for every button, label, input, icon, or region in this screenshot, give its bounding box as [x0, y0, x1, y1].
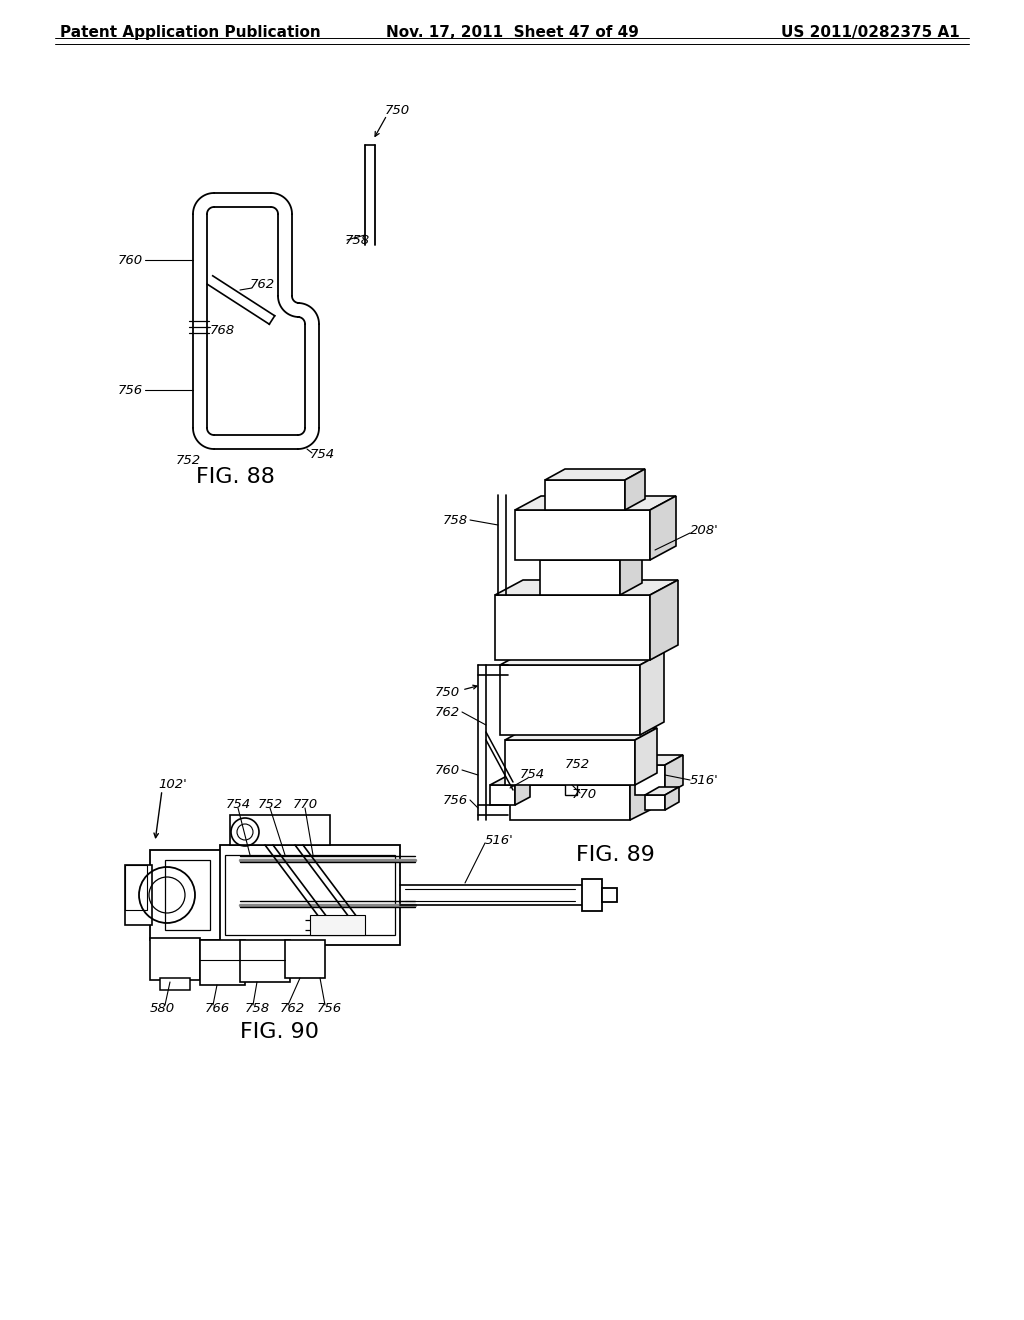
Polygon shape: [505, 729, 657, 741]
Text: 762: 762: [280, 1002, 305, 1015]
Polygon shape: [515, 510, 650, 560]
Text: 752: 752: [257, 799, 283, 812]
Polygon shape: [635, 755, 683, 766]
Polygon shape: [510, 775, 650, 785]
Bar: [582, 879, 602, 911]
Text: 756: 756: [317, 1002, 342, 1015]
Polygon shape: [500, 652, 664, 665]
Text: 516': 516': [690, 774, 719, 787]
Bar: [565, 775, 577, 795]
Polygon shape: [495, 579, 678, 595]
Text: US 2011/0282375 A1: US 2011/0282375 A1: [781, 25, 961, 40]
Polygon shape: [510, 785, 630, 820]
Polygon shape: [545, 469, 645, 480]
Text: 756: 756: [118, 384, 143, 396]
Text: 766: 766: [205, 1002, 230, 1015]
Polygon shape: [645, 795, 665, 810]
Text: 760: 760: [435, 763, 460, 776]
Polygon shape: [620, 548, 642, 595]
Text: 754: 754: [225, 799, 251, 812]
Text: 756: 756: [442, 793, 468, 807]
Polygon shape: [500, 665, 640, 735]
Polygon shape: [540, 548, 642, 560]
Text: 516': 516': [485, 833, 514, 846]
Polygon shape: [625, 469, 645, 510]
Bar: [220, 845, 400, 945]
Text: 758: 758: [345, 234, 370, 247]
Text: 760: 760: [118, 253, 143, 267]
Bar: [285, 940, 325, 978]
Polygon shape: [515, 496, 676, 510]
Text: 754: 754: [310, 449, 335, 462]
Polygon shape: [540, 560, 620, 595]
Bar: [310, 915, 365, 935]
Polygon shape: [650, 579, 678, 660]
Text: 580: 580: [150, 1002, 175, 1015]
Text: 752: 752: [175, 454, 201, 466]
Polygon shape: [495, 595, 650, 660]
Polygon shape: [490, 777, 530, 785]
Text: Patent Application Publication: Patent Application Publication: [60, 25, 321, 40]
Text: 762: 762: [250, 279, 275, 292]
Bar: [125, 865, 152, 925]
Bar: [125, 865, 147, 909]
Polygon shape: [490, 785, 515, 805]
Text: FIG. 89: FIG. 89: [575, 845, 654, 865]
Bar: [225, 855, 395, 935]
Text: 770: 770: [572, 788, 597, 801]
Polygon shape: [545, 480, 625, 510]
Text: 762: 762: [435, 705, 460, 718]
Text: 750: 750: [385, 103, 411, 116]
Polygon shape: [665, 787, 679, 810]
Polygon shape: [515, 777, 530, 805]
Bar: [240, 940, 290, 982]
Text: FIG. 90: FIG. 90: [241, 1022, 319, 1041]
Text: 754: 754: [520, 768, 545, 781]
Bar: [602, 888, 617, 902]
Bar: [165, 861, 210, 931]
Text: 102': 102': [158, 779, 186, 792]
Polygon shape: [635, 766, 665, 795]
Text: 758: 758: [245, 1002, 270, 1015]
Text: 768: 768: [210, 323, 236, 337]
Text: 750: 750: [435, 685, 460, 698]
Polygon shape: [645, 787, 679, 795]
Polygon shape: [650, 496, 676, 560]
Text: Nov. 17, 2011  Sheet 47 of 49: Nov. 17, 2011 Sheet 47 of 49: [386, 25, 638, 40]
Bar: [160, 978, 190, 990]
Polygon shape: [640, 652, 664, 735]
Bar: [150, 850, 225, 940]
Bar: [150, 939, 200, 979]
Text: 758: 758: [442, 513, 468, 527]
Polygon shape: [630, 775, 650, 820]
Polygon shape: [505, 741, 635, 785]
Bar: [200, 940, 245, 985]
Text: 208': 208': [690, 524, 719, 536]
Text: FIG. 88: FIG. 88: [196, 467, 274, 487]
Polygon shape: [665, 755, 683, 795]
Polygon shape: [635, 729, 657, 785]
Text: 770: 770: [293, 799, 317, 812]
Text: 752: 752: [565, 759, 590, 771]
Bar: [230, 814, 330, 845]
